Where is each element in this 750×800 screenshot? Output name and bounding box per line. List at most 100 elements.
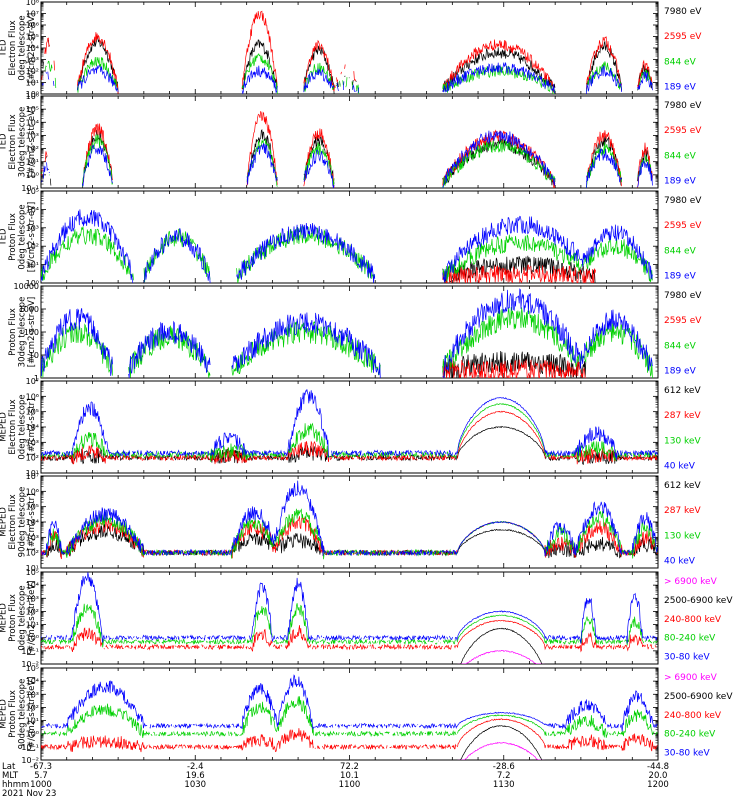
series-line [442,359,586,378]
legend-entry: 240-800 keV [664,615,722,625]
y-axis-label: [#/cm2-s-str-keV] [27,581,37,656]
legend-entry: 240-800 keV [664,711,722,721]
x-tick-label: -44.8 [647,762,669,772]
series-line [457,627,545,664]
y-axis-label: Proton Flux [8,690,18,738]
panel-frame [40,571,659,665]
series-line [41,226,653,283]
y-axis-label: Electron Flux [8,494,18,549]
legend-entry: 7980 eV [664,7,702,17]
legend-entry: 189 eV [664,177,697,187]
series-line [41,288,653,378]
y-tick-label: 10⁷ [26,10,39,19]
series-traces [41,111,653,188]
y-tick-label: 10² [26,703,39,712]
panel-frame [40,95,659,189]
legend-entry: 40 keV [664,462,696,472]
series-traces [41,674,658,760]
series-line [41,62,653,94]
y-axis-label: [#/cm2-s-str-eV] [27,297,37,367]
y-tick-label: 10¹ [26,717,39,726]
y-tick-label: 10⁴ [26,581,39,590]
y-axis-label: TED [0,133,9,152]
series-line [442,264,597,283]
x-tick-label: -2.4 [187,762,204,772]
y-axis-label: MEPED [0,412,9,442]
y-tick-label: 10⁴ [26,423,39,432]
series-line [42,35,653,94]
series-line [457,725,545,760]
y-tick-label: 10³ [26,533,39,542]
y-tick-label: 1000 [19,305,39,314]
panel-8: 10⁻² 10⁻¹ 10⁰ 10¹ 10² 10³ 10⁴ 10⁵ MEPED Proton Fl… [0,664,733,765]
legend-entry: 40 keV [664,557,696,567]
y-tick-label: 10¹ [26,564,39,573]
y-tick-label: 10⁰ [26,634,39,643]
y-axis-label: [#/cm2-s-str] [27,494,37,551]
y-axis-label: Proton Flux [8,308,18,356]
legend-entry: 844 eV [664,341,697,351]
series-line [457,742,545,760]
legend-entry: 130 keV [664,531,701,541]
date-label: 2021 Nov 23 [2,789,56,799]
legend-entry: > 6900 keV [664,673,718,683]
legend-entry: 287 keV [664,506,701,516]
x-axis-row-label: Lat [2,762,16,772]
y-tick-label: 10⁵ [26,568,39,577]
x-tick-label: 72.2 [340,762,359,772]
series-line [41,134,653,188]
legend-entry: 2500-6900 keV [664,596,733,606]
series-line [41,307,653,378]
legend-entry: 7980 eV [664,291,702,301]
y-tick-label: 10⁻¹ [21,743,39,752]
y-tick-label: 10² [26,607,39,616]
y-tick-label: 10¹ [26,621,39,630]
x-tick-label: 1200 [647,780,669,790]
y-tick-label: 10² [26,454,39,463]
legend-entry: 30-80 keV [664,749,710,759]
series-line [41,674,658,732]
y-tick-label: 10⁸ [26,0,39,7]
panel-7: 10⁻² 10⁻¹ 10⁰ 10¹ 10² 10³ 10⁴ 10⁵ MEPED Proton Fl… [0,568,733,669]
y-tick-label: 10⁶ [26,487,39,496]
series-line [41,603,658,648]
y-tick-label: 10⁵ [26,664,39,673]
y-tick-label: 10⁴ [26,118,39,127]
y-tick-label: 10⁶ [26,392,39,401]
series-line [41,572,658,644]
y-axis-label: 0deg telescope [18,204,28,269]
legend-entry: 2595 eV [664,32,702,42]
y-tick-label: 10³ [26,438,39,447]
x-tick-label: 1130 [493,780,515,790]
y-axis-label: MEPED [0,603,9,633]
y-tick-label: 10⁵ [26,187,39,196]
legend-entry: 30-80 keV [664,653,710,663]
legend-entry: 844 eV [664,246,697,256]
y-axis-label: [#/cm2-s-str] [27,399,37,456]
legend-entry: 7980 eV [664,196,702,206]
x-tick-label: 20.0 [649,771,668,781]
x-tick-label: 1030 [184,780,206,790]
series-line [457,649,545,664]
y-tick-label: 10⁵ [26,105,39,114]
panel-5: 10¹ 10² 10³ 10⁴ 10⁵ 10⁶ 10⁷ MEPED Electron Flux 0… [0,377,701,478]
legend-entry: > 6900 keV [664,577,718,587]
y-tick-label: 10⁵ [26,408,39,417]
series-traces [41,389,657,466]
y-tick-label: 10³ [26,594,39,603]
series-line [44,508,658,560]
y-tick-label: 10⁴ [26,518,39,527]
legend-entry: 287 keV [664,411,701,421]
series-traces [41,572,657,664]
series-traces [41,209,653,283]
x-tick-label: 10.1 [340,771,359,781]
legend-entry: 189 eV [664,367,697,377]
x-tick-label: 7.2 [497,771,511,781]
y-axis-label: Electron Flux [8,399,18,454]
panel-4: 1 10 100 1000 10000 Proton Flux 30deg telescop… [8,282,702,383]
x-tick-label: 19.6 [186,771,205,781]
y-tick-label: 10⁴ [26,44,39,53]
y-tick-label: 10³ [26,56,39,65]
y-axis-label: [#/cm2-s-str-keV] [27,677,37,752]
